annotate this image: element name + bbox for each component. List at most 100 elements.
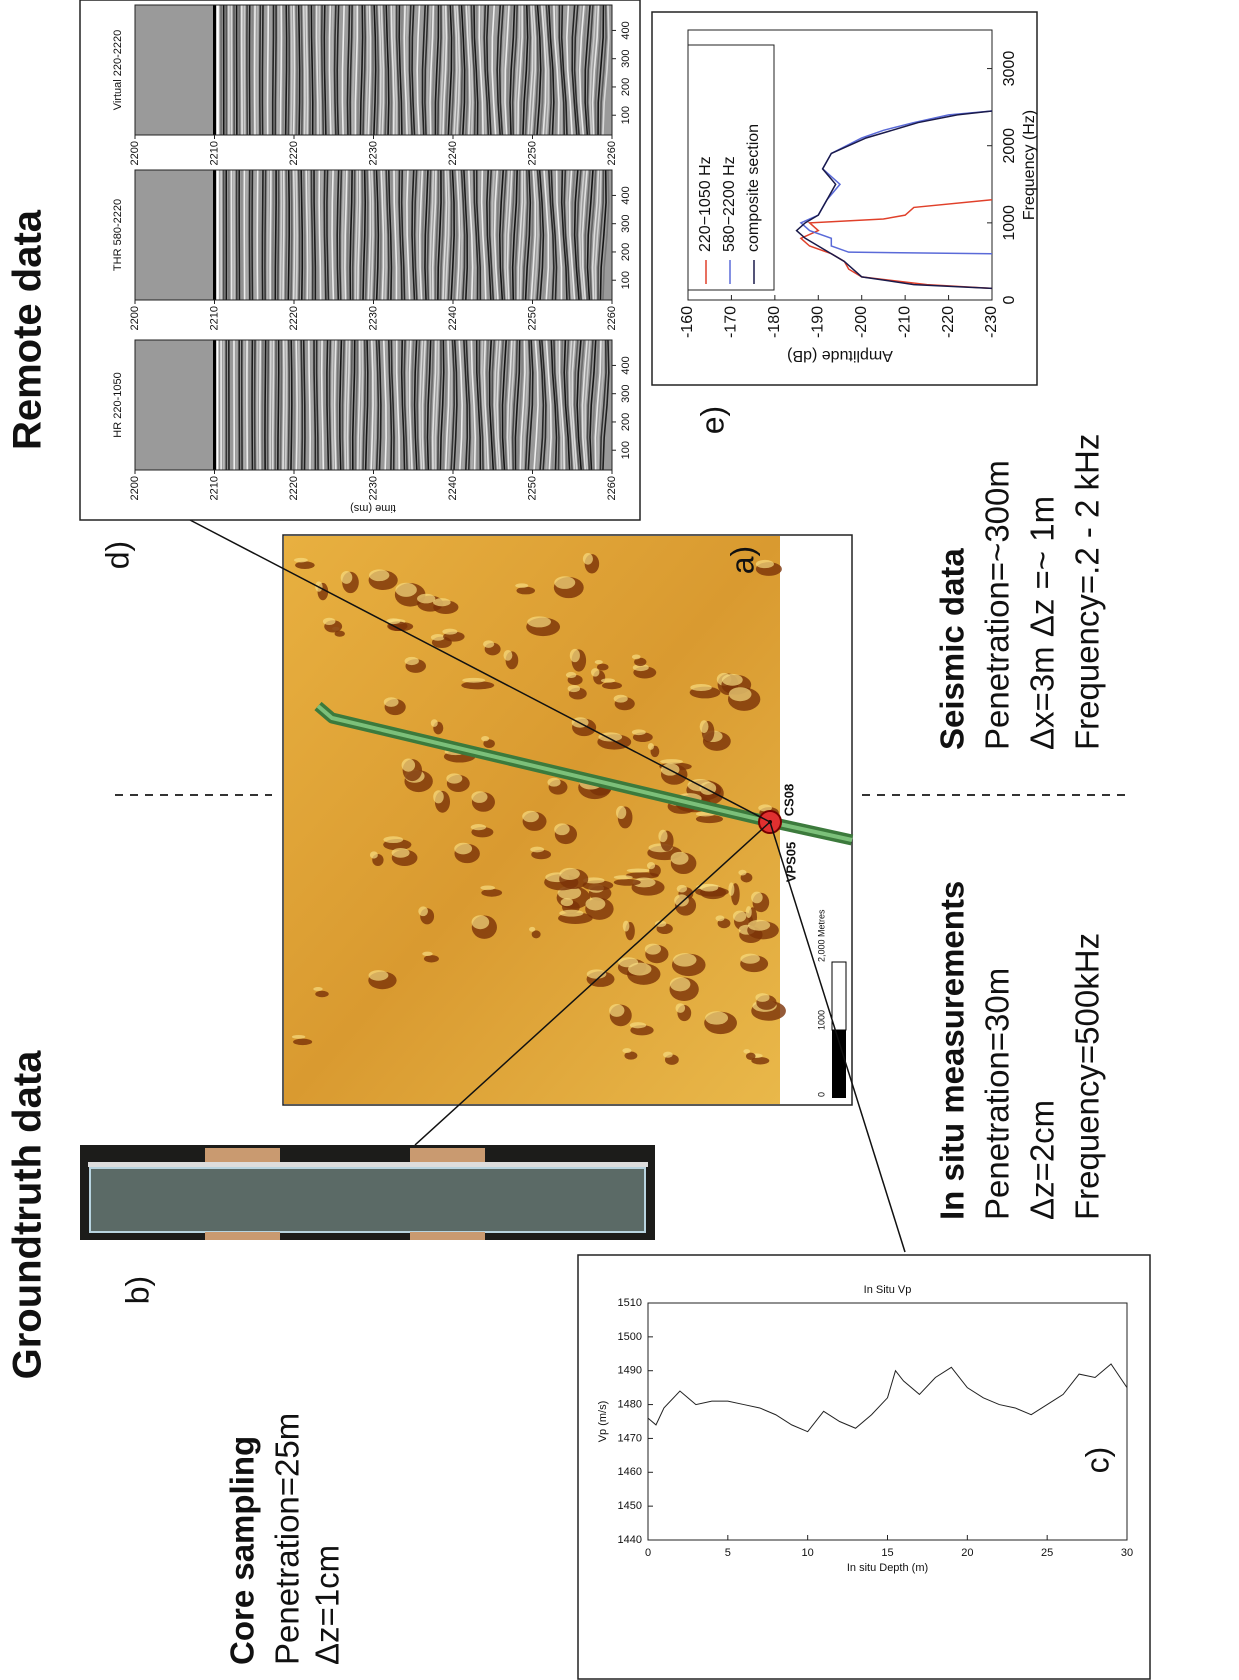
reflector [555, 4, 563, 136]
relief-highlight [471, 791, 488, 803]
reflector [491, 339, 497, 471]
reflector [378, 169, 382, 301]
reflector [514, 4, 521, 136]
label: Penetration=~300m [979, 460, 1016, 750]
reflector [541, 169, 547, 301]
relief-shadow [295, 561, 315, 569]
reflector [406, 339, 411, 471]
reflector [328, 169, 332, 301]
reflector [380, 169, 385, 301]
y-tick-label: 2230 [367, 306, 379, 330]
relief-highlight [417, 593, 436, 604]
relief-highlight [628, 962, 652, 976]
data-line [795, 110, 993, 290]
reflector [491, 169, 497, 301]
reflector [504, 339, 510, 471]
reflector [517, 339, 523, 471]
reflector [597, 169, 605, 301]
reflector [279, 339, 283, 471]
reflector [439, 169, 445, 301]
reflector [536, 339, 542, 471]
x-tick-label: 400 [620, 21, 632, 39]
reflector [297, 339, 301, 471]
reflector [545, 339, 552, 471]
reflector [300, 4, 304, 136]
reflector [344, 4, 348, 136]
reflector [563, 4, 571, 136]
reflector [594, 339, 602, 471]
reflector [411, 169, 416, 301]
x-tick-label: 20 [961, 1547, 973, 1559]
relief-highlight [527, 616, 551, 628]
reflector [517, 169, 523, 301]
relief-highlight [559, 867, 580, 881]
label: Penetration=25m [269, 1413, 306, 1665]
reflector [269, 169, 272, 301]
reflector [408, 169, 413, 301]
reflector [349, 169, 353, 301]
reflector [333, 4, 337, 136]
relief-highlight [755, 559, 774, 569]
y-tick-label: -170 [723, 306, 740, 338]
reflector [467, 4, 474, 136]
reflector [491, 4, 497, 136]
relief-shadow [334, 630, 345, 637]
reflector [522, 4, 529, 136]
reflector [560, 4, 568, 136]
reflector [568, 4, 576, 136]
relief-shadow [745, 1052, 756, 1060]
reflector [434, 4, 440, 136]
reflector [576, 169, 582, 301]
reflector [346, 4, 351, 136]
reflector [447, 169, 453, 301]
reflector [514, 169, 521, 301]
relief-highlight [600, 678, 616, 683]
y-tick-label: -160 [679, 306, 696, 338]
ruler [88, 1162, 648, 1167]
reflector [411, 339, 416, 471]
reflector [568, 339, 576, 471]
reflector [478, 4, 484, 136]
reflector [533, 339, 539, 471]
reflector [424, 169, 429, 301]
reflector [483, 169, 490, 301]
reflector [506, 339, 513, 471]
reflector [536, 169, 542, 301]
reflector [359, 4, 364, 136]
reflector [524, 339, 532, 471]
reflector [496, 339, 502, 471]
reflector [545, 4, 552, 136]
reflector [483, 4, 490, 136]
label: 1000 [816, 1010, 826, 1030]
reflector [456, 169, 461, 301]
x-tick-label: 200 [620, 78, 632, 96]
reflector [453, 169, 458, 301]
label: 0 [816, 1092, 826, 1097]
relief-shadow [597, 663, 609, 671]
reflector [326, 4, 330, 136]
reflector [522, 339, 529, 471]
reflector [305, 339, 309, 471]
reflector [566, 169, 573, 301]
reflector [387, 339, 393, 471]
reflector [274, 4, 277, 136]
label: In situ measurements [934, 881, 971, 1220]
label: d) [99, 541, 135, 569]
reflector [395, 339, 401, 471]
core-photo [80, 1145, 655, 1240]
reflector [403, 4, 408, 136]
annotations: Groundtruth data Remote data Core sampling… [6, 209, 1116, 1665]
reflector [426, 339, 432, 471]
reflector [395, 169, 401, 301]
reflector [373, 4, 377, 136]
reflector [470, 339, 477, 471]
reflector [313, 169, 317, 301]
relief-highlight [632, 663, 649, 672]
reflector [511, 339, 518, 471]
y-tick-label: 2200 [129, 476, 141, 500]
reflector [315, 4, 319, 136]
relief-highlight [675, 1003, 686, 1013]
x-tick-label: 25 [1041, 1547, 1053, 1559]
reflector [584, 169, 591, 301]
relief-highlight [430, 719, 438, 727]
